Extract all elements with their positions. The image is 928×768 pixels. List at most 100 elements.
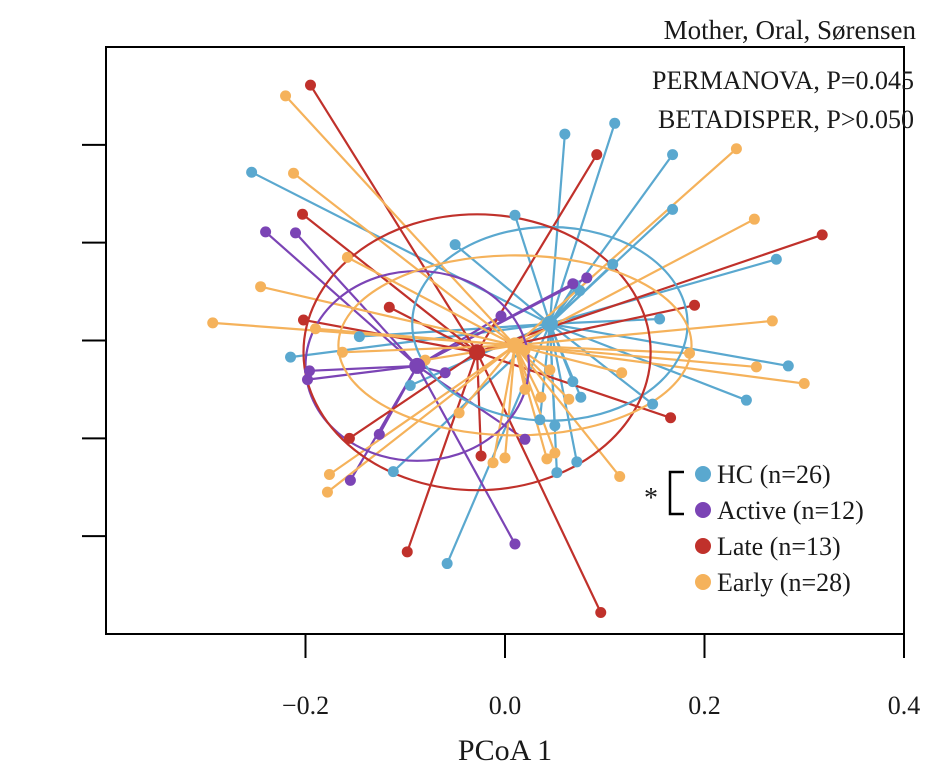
hc-point xyxy=(285,351,297,363)
x-tick-label: −0.2 xyxy=(282,691,329,720)
x-tick-label: 0.0 xyxy=(489,691,522,720)
hc-point xyxy=(571,456,583,468)
early-spoke xyxy=(514,344,757,369)
hc-spoke xyxy=(549,322,789,368)
early-point xyxy=(541,453,553,465)
legend-early-label: Early (n=28) xyxy=(717,568,851,597)
active-point xyxy=(301,374,313,386)
chart-subtitle: Mother, Oral, Sørensen xyxy=(664,15,917,45)
legend-active-label: Active (n=12) xyxy=(717,496,864,525)
hc-spoke xyxy=(549,258,777,325)
active-spoke xyxy=(416,365,516,545)
early-spoke xyxy=(503,345,517,458)
x-tick-label: 0.2 xyxy=(688,691,721,720)
hc-spoke xyxy=(549,323,654,405)
late-spoke xyxy=(475,352,483,456)
hc-point xyxy=(609,117,621,129)
active-point xyxy=(373,428,385,440)
early-spoke xyxy=(315,327,516,347)
late-spoke xyxy=(388,306,478,354)
late-point xyxy=(401,546,413,558)
early-spoke xyxy=(513,345,548,460)
late-point xyxy=(595,606,607,618)
early-point xyxy=(535,391,547,403)
early-point xyxy=(288,167,300,179)
early-point xyxy=(519,383,531,395)
hc-point xyxy=(441,558,453,570)
early-spoke xyxy=(513,345,556,454)
significance-bracket xyxy=(668,470,684,516)
hc-point xyxy=(549,420,561,432)
hc-point xyxy=(607,258,619,270)
hc-spoke xyxy=(549,317,660,325)
hc-point xyxy=(353,331,365,343)
legend-early-marker xyxy=(695,574,711,590)
late-point xyxy=(304,79,316,91)
late-point xyxy=(816,229,828,241)
active-spoke xyxy=(309,364,418,372)
active-point xyxy=(344,474,356,486)
legend-hc-marker xyxy=(695,466,711,482)
early-point xyxy=(255,281,267,293)
late-point xyxy=(591,149,603,161)
legend-late-label: Late (n=13) xyxy=(717,532,841,561)
early-point xyxy=(730,143,742,155)
early-point xyxy=(616,367,628,379)
x-tick-label: 0.4 xyxy=(888,691,921,720)
late-spoke xyxy=(348,351,478,440)
early-spoke xyxy=(491,345,517,463)
late-point xyxy=(689,299,701,311)
legend-late-marker xyxy=(695,538,711,554)
hc-spoke xyxy=(251,171,551,325)
hc-point xyxy=(647,398,659,410)
active-point xyxy=(260,226,272,238)
hc-point xyxy=(534,414,546,426)
hc-point xyxy=(404,380,416,392)
hc-point xyxy=(551,467,563,479)
late-point xyxy=(665,412,677,424)
active-point xyxy=(290,227,302,239)
early-spoke xyxy=(284,95,516,347)
permanova-stat: PERMANOVA, P=0.045 xyxy=(652,66,914,95)
active-spoke xyxy=(264,231,418,367)
early-spoke xyxy=(326,344,516,494)
early-spoke xyxy=(292,172,516,347)
late-ellipse xyxy=(302,213,652,492)
active-spoke xyxy=(294,232,419,367)
spoke-lines xyxy=(212,84,823,613)
early-point xyxy=(323,469,335,481)
hc-point xyxy=(782,360,794,372)
late-spoke xyxy=(476,233,823,354)
active-point xyxy=(509,538,521,550)
early-point xyxy=(563,393,575,405)
early-point xyxy=(487,457,499,469)
hc-spoke xyxy=(513,214,551,325)
early-spoke xyxy=(346,256,516,347)
late-point xyxy=(343,432,355,444)
early-point xyxy=(341,251,353,263)
early-point xyxy=(748,213,760,225)
early-ellipse xyxy=(337,254,693,437)
hc-point xyxy=(574,285,586,297)
early-spoke xyxy=(514,319,773,347)
late-point xyxy=(297,208,309,220)
hc-spoke xyxy=(290,322,551,359)
group-ellipses xyxy=(302,213,693,492)
active-point xyxy=(303,365,315,377)
early-point xyxy=(499,452,511,464)
late-point xyxy=(298,314,310,326)
late-centroid xyxy=(469,344,486,361)
early-point xyxy=(549,447,561,459)
late-spoke xyxy=(309,84,479,353)
early-spoke xyxy=(342,344,516,354)
early-spoke xyxy=(514,344,622,374)
x-axis-label: PCoA 1 xyxy=(458,734,552,767)
late-point xyxy=(383,301,395,313)
hc-point xyxy=(740,394,752,406)
group-centroids xyxy=(409,315,558,374)
legend-active-marker xyxy=(695,502,711,518)
y-axis xyxy=(82,143,106,538)
hc-point xyxy=(509,209,521,221)
early-point xyxy=(207,317,219,329)
